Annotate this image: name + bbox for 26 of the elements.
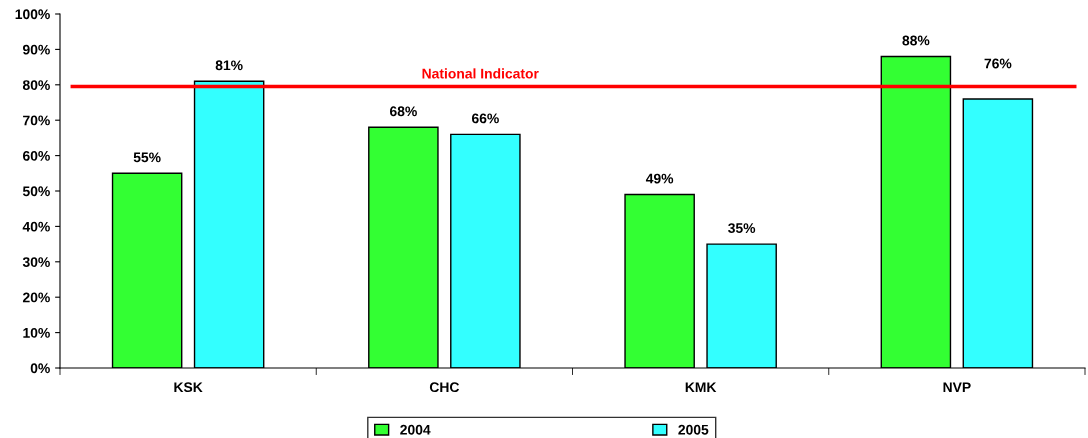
x-tick-label: KSK: [174, 382, 203, 393]
data-label: 49%: [645, 173, 674, 184]
data-label: 55%: [133, 152, 161, 163]
ref-line-label: National Indicator: [422, 68, 539, 79]
y-tick-label: 0%: [30, 363, 50, 374]
data-label: 35%: [728, 223, 756, 234]
y-tick-label: 100%: [15, 9, 50, 20]
data-label: 88%: [902, 35, 930, 46]
x-tick-label: NVP: [943, 382, 971, 392]
y-tick-label: 90%: [22, 44, 50, 55]
x-tick-label: KMK: [685, 382, 717, 392]
data-label: 76%: [984, 58, 1012, 69]
y-tick-label: 30%: [22, 257, 50, 267]
y-tick-label: 10%: [23, 327, 50, 338]
x-tick-label: CHC: [429, 382, 460, 393]
legend-label: 2005: [678, 424, 709, 435]
data-label: 81%: [215, 60, 243, 71]
y-tick-label: 50%: [22, 186, 50, 197]
data-label: 68%: [389, 106, 417, 117]
y-tick-label: 60%: [22, 150, 50, 161]
data-label: 66%: [471, 113, 499, 124]
y-tick-label: 80%: [22, 80, 50, 90]
y-tick-label: 20%: [22, 292, 50, 303]
legend-label: 2004: [400, 424, 431, 435]
y-tick-label: 70%: [23, 115, 50, 126]
y-tick-label: 40%: [22, 221, 50, 232]
